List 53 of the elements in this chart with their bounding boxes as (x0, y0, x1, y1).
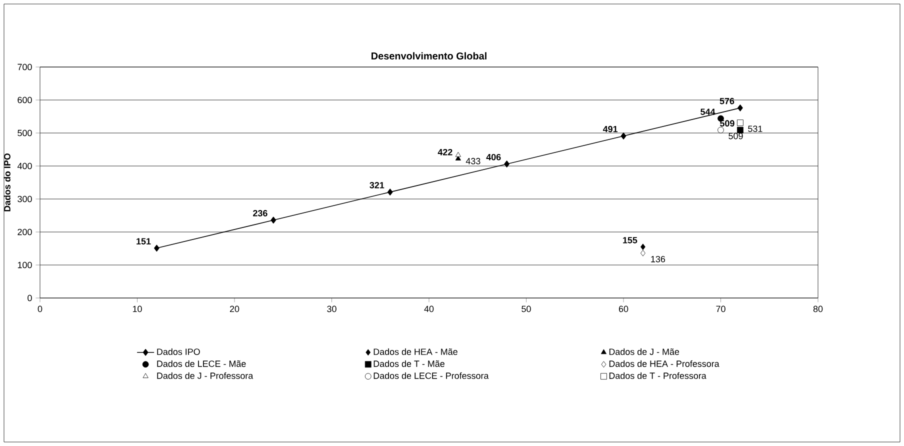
point (718, 126, 724, 134)
y-tick-label: 100 (18, 262, 32, 268)
y-tick-label: 200 (18, 228, 32, 236)
data-label: 406 (486, 154, 501, 160)
y-tick-label: 700 (18, 64, 32, 70)
data-label: 531 (748, 126, 762, 132)
x-tick-label: 60 (618, 306, 628, 312)
data-label: 321 (370, 182, 384, 188)
x-tick-label: 70 (716, 306, 726, 312)
y-axis-title: Dados do IPO (4, 153, 10, 212)
data-label: 576 (720, 98, 734, 104)
x-tick-label: 40 (424, 306, 434, 312)
legend-label: Dados de T - Professora (609, 372, 706, 379)
data-label: 236 (253, 210, 268, 216)
legend-label: Dados de HEA - Professora (609, 360, 720, 367)
point (387, 188, 393, 196)
point (640, 244, 646, 250)
x-tick-label: 50 (522, 306, 531, 312)
y-tick-label: 600 (18, 96, 32, 104)
legend-label: Dados de HEA - Mãe (374, 348, 458, 355)
x-tick-label: 0 (38, 306, 42, 312)
point (620, 132, 626, 140)
data-label: 509 (728, 132, 743, 140)
data-label: 151 (136, 238, 151, 244)
x-tick-label: 80 (813, 306, 823, 312)
legend-label: Dados de J - Mãe (609, 348, 680, 355)
legend-label: Dados de T - Mãe (374, 360, 444, 367)
data-label: 155 (623, 237, 638, 244)
y-tick-label: 300 (18, 196, 32, 202)
legend-label: Dados de J - Professora (157, 372, 254, 379)
point (504, 160, 510, 168)
y-tick-label: 0 (28, 294, 32, 302)
point (270, 216, 276, 224)
x-tick-label: 20 (230, 306, 240, 312)
data-label: 509 (720, 120, 734, 127)
data-label: 491 (602, 126, 618, 132)
y-tick-label: 400 (17, 162, 32, 170)
point (738, 104, 743, 112)
y-tick-label: 500 (18, 130, 32, 136)
point (455, 152, 461, 157)
data-label: 544 (700, 108, 716, 115)
data-label: 433 (466, 158, 480, 164)
x-tick-label: 10 (132, 306, 142, 312)
point (640, 250, 646, 256)
point (737, 120, 744, 126)
chart-title: Desenvolvimento Global (372, 52, 486, 60)
data-label: 136 (651, 256, 666, 262)
point (154, 244, 160, 252)
legend-label: Dados IPO (157, 348, 200, 355)
legend-label: Dados de LECE - Professora (374, 372, 489, 379)
x-tick-label: 30 (327, 306, 336, 312)
legend-label: Dados de LECE - Mãe (157, 360, 246, 367)
data-label: 422 (438, 148, 452, 156)
